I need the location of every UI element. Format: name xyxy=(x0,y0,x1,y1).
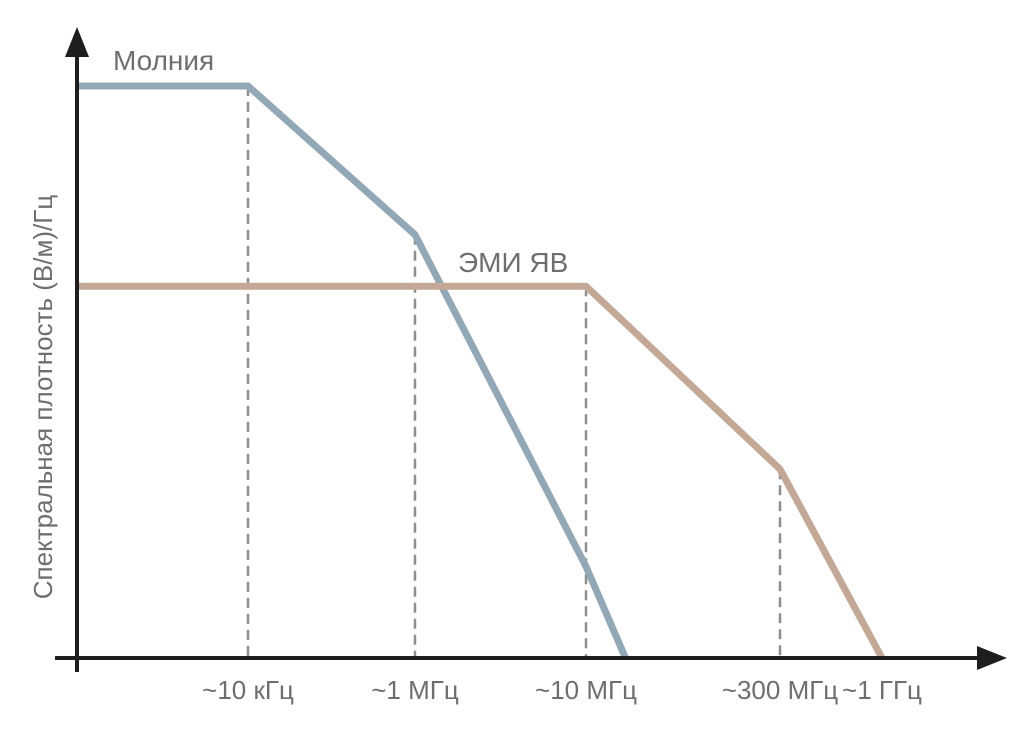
guide-lines xyxy=(246,86,782,658)
x-tick-label: ~1 ГГц xyxy=(842,675,922,705)
x-tick-label: ~1 МГц xyxy=(371,675,459,705)
x-tick-label: ~10 МГц xyxy=(535,675,637,705)
series-labels: Молния ЭМИ ЯВ xyxy=(113,45,568,278)
x-tick-labels: ~10 кГц ~1 МГц ~10 МГц ~300 МГц ~1 ГГц xyxy=(202,675,922,705)
y-axis-arrow xyxy=(65,27,89,57)
x-tick-label: ~300 МГц xyxy=(722,675,839,705)
x-tick-label: ~10 кГц xyxy=(202,675,294,705)
series-line-lightning xyxy=(77,82,629,660)
series-lines xyxy=(77,82,886,660)
series-label: ЭМИ ЯВ xyxy=(458,247,568,278)
axes xyxy=(55,27,1007,672)
y-axis-label: Спектральная плотность (В/м)/Гц xyxy=(28,195,58,600)
x-axis-arrow xyxy=(977,646,1007,670)
series-line-emp xyxy=(77,282,886,660)
series-label: Молния xyxy=(113,45,214,76)
